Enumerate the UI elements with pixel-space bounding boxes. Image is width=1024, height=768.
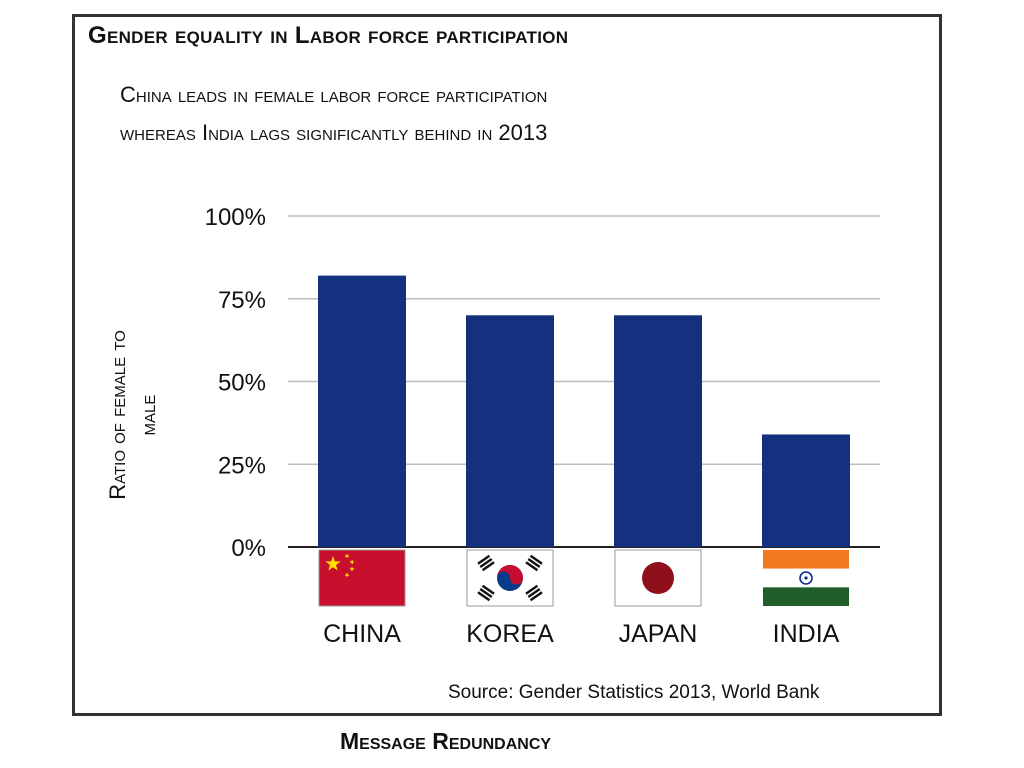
trigram	[477, 554, 495, 572]
flag-field	[318, 549, 406, 607]
flag-field	[466, 549, 554, 607]
y-tick-label: 25%	[218, 452, 266, 479]
bar-korea	[466, 315, 554, 547]
sun-disc	[642, 562, 674, 594]
star-shape	[344, 572, 350, 578]
bar-india	[762, 434, 850, 547]
trigram-bar	[525, 584, 539, 595]
trigram-bar	[529, 591, 543, 602]
trigram-bar	[529, 554, 543, 565]
trigram	[477, 584, 495, 602]
subtitle-line-2: whereas India lags significantly behind …	[120, 120, 548, 145]
y-tick-label: 75%	[218, 287, 266, 314]
source-note: Source: Gender Statistics 2013, World Ba…	[448, 682, 820, 703]
star-shape	[325, 556, 341, 571]
chakra-hub	[804, 576, 808, 580]
india-flag-icon	[763, 550, 849, 606]
star-shape	[344, 553, 350, 559]
trigram-bar	[481, 561, 495, 572]
trigram-bar	[479, 588, 493, 598]
trigram	[525, 584, 543, 602]
x-category-label: JAPAN	[619, 620, 698, 648]
trigram-bar	[477, 591, 491, 602]
y-tick-label: 50%	[218, 370, 266, 397]
trigram	[525, 554, 543, 572]
y-tick-label: 0%	[231, 535, 266, 562]
trigram-bar	[479, 558, 493, 568]
trigram-bar	[481, 584, 495, 595]
taegeuk-upper	[497, 565, 523, 585]
bar-japan	[614, 315, 702, 547]
trigram-bar	[525, 561, 539, 572]
star-shape	[349, 559, 355, 565]
x-category-label: CHINA	[323, 620, 401, 648]
chakra-wheel	[799, 571, 813, 585]
chart-subtitle: China leads in female labor force partic…	[120, 76, 547, 152]
footer-caption: Message Redundancy	[340, 728, 552, 754]
subtitle-line-1: China leads in female labor force partic…	[120, 82, 548, 107]
green-band	[763, 587, 849, 606]
trigram-bar	[527, 588, 541, 598]
star-shape	[349, 566, 355, 572]
japan-flag-icon	[614, 549, 702, 607]
bar-china	[318, 275, 406, 547]
saffron-band	[763, 550, 849, 569]
y-tick-label: 100%	[205, 204, 266, 231]
trigram-bar	[527, 558, 541, 568]
trigram-bar	[477, 554, 491, 565]
x-category-label: INDIA	[773, 620, 840, 648]
chart-title: Gender equality in Labor force participa…	[88, 22, 569, 49]
korea-flag-icon	[466, 549, 554, 607]
x-category-label: KOREA	[466, 620, 554, 648]
china-flag-icon	[318, 549, 406, 607]
